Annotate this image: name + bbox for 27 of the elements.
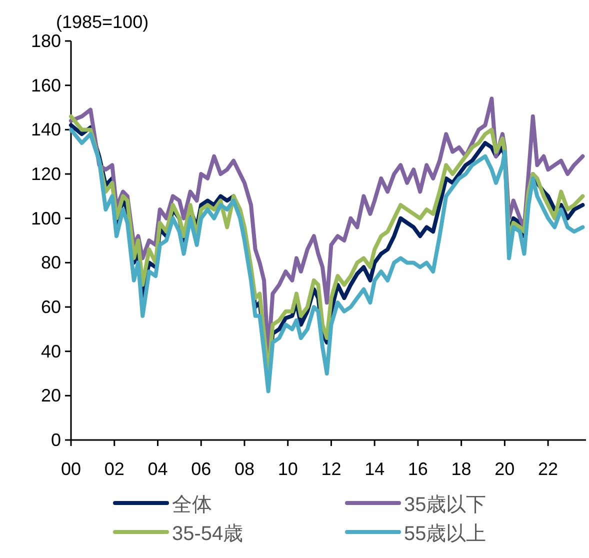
legend-label: 35歳以下 — [404, 494, 486, 516]
x-tick-label: 20 — [494, 459, 515, 479]
y-tick-label: 160 — [30, 75, 61, 96]
y-axis-title: (1985=100) — [56, 12, 149, 32]
y-tick-label: 180 — [30, 31, 61, 51]
legend-label: 55歳以上 — [404, 523, 486, 545]
x-tick-label: 10 — [278, 459, 298, 479]
y-tick-label: 120 — [30, 164, 61, 184]
legend-label: 35-54歳 — [172, 523, 244, 545]
legend-label: 全体 — [172, 494, 212, 516]
x-tick-label: 02 — [104, 459, 124, 479]
y-tick-label: 80 — [40, 252, 61, 273]
x-tick-label: 14 — [364, 459, 385, 479]
x-tick-label: 04 — [148, 459, 168, 479]
y-tick-label: 20 — [40, 386, 61, 406]
x-tick-label: 16 — [408, 459, 428, 479]
y-tick-label: 0 — [50, 430, 61, 450]
y-tick-label: 60 — [40, 297, 61, 317]
x-tick-label: 08 — [234, 459, 254, 479]
x-tick-label: 00 — [60, 459, 82, 479]
x-tick-label: 18 — [451, 459, 472, 479]
x-tick-label: 12 — [321, 459, 342, 479]
x-tick-label: 06 — [191, 459, 212, 479]
y-tick-label: 40 — [40, 341, 61, 362]
y-tick-label: 100 — [30, 208, 61, 228]
x-tick-label: 22 — [538, 459, 558, 479]
y-tick-label: 140 — [30, 120, 61, 140]
